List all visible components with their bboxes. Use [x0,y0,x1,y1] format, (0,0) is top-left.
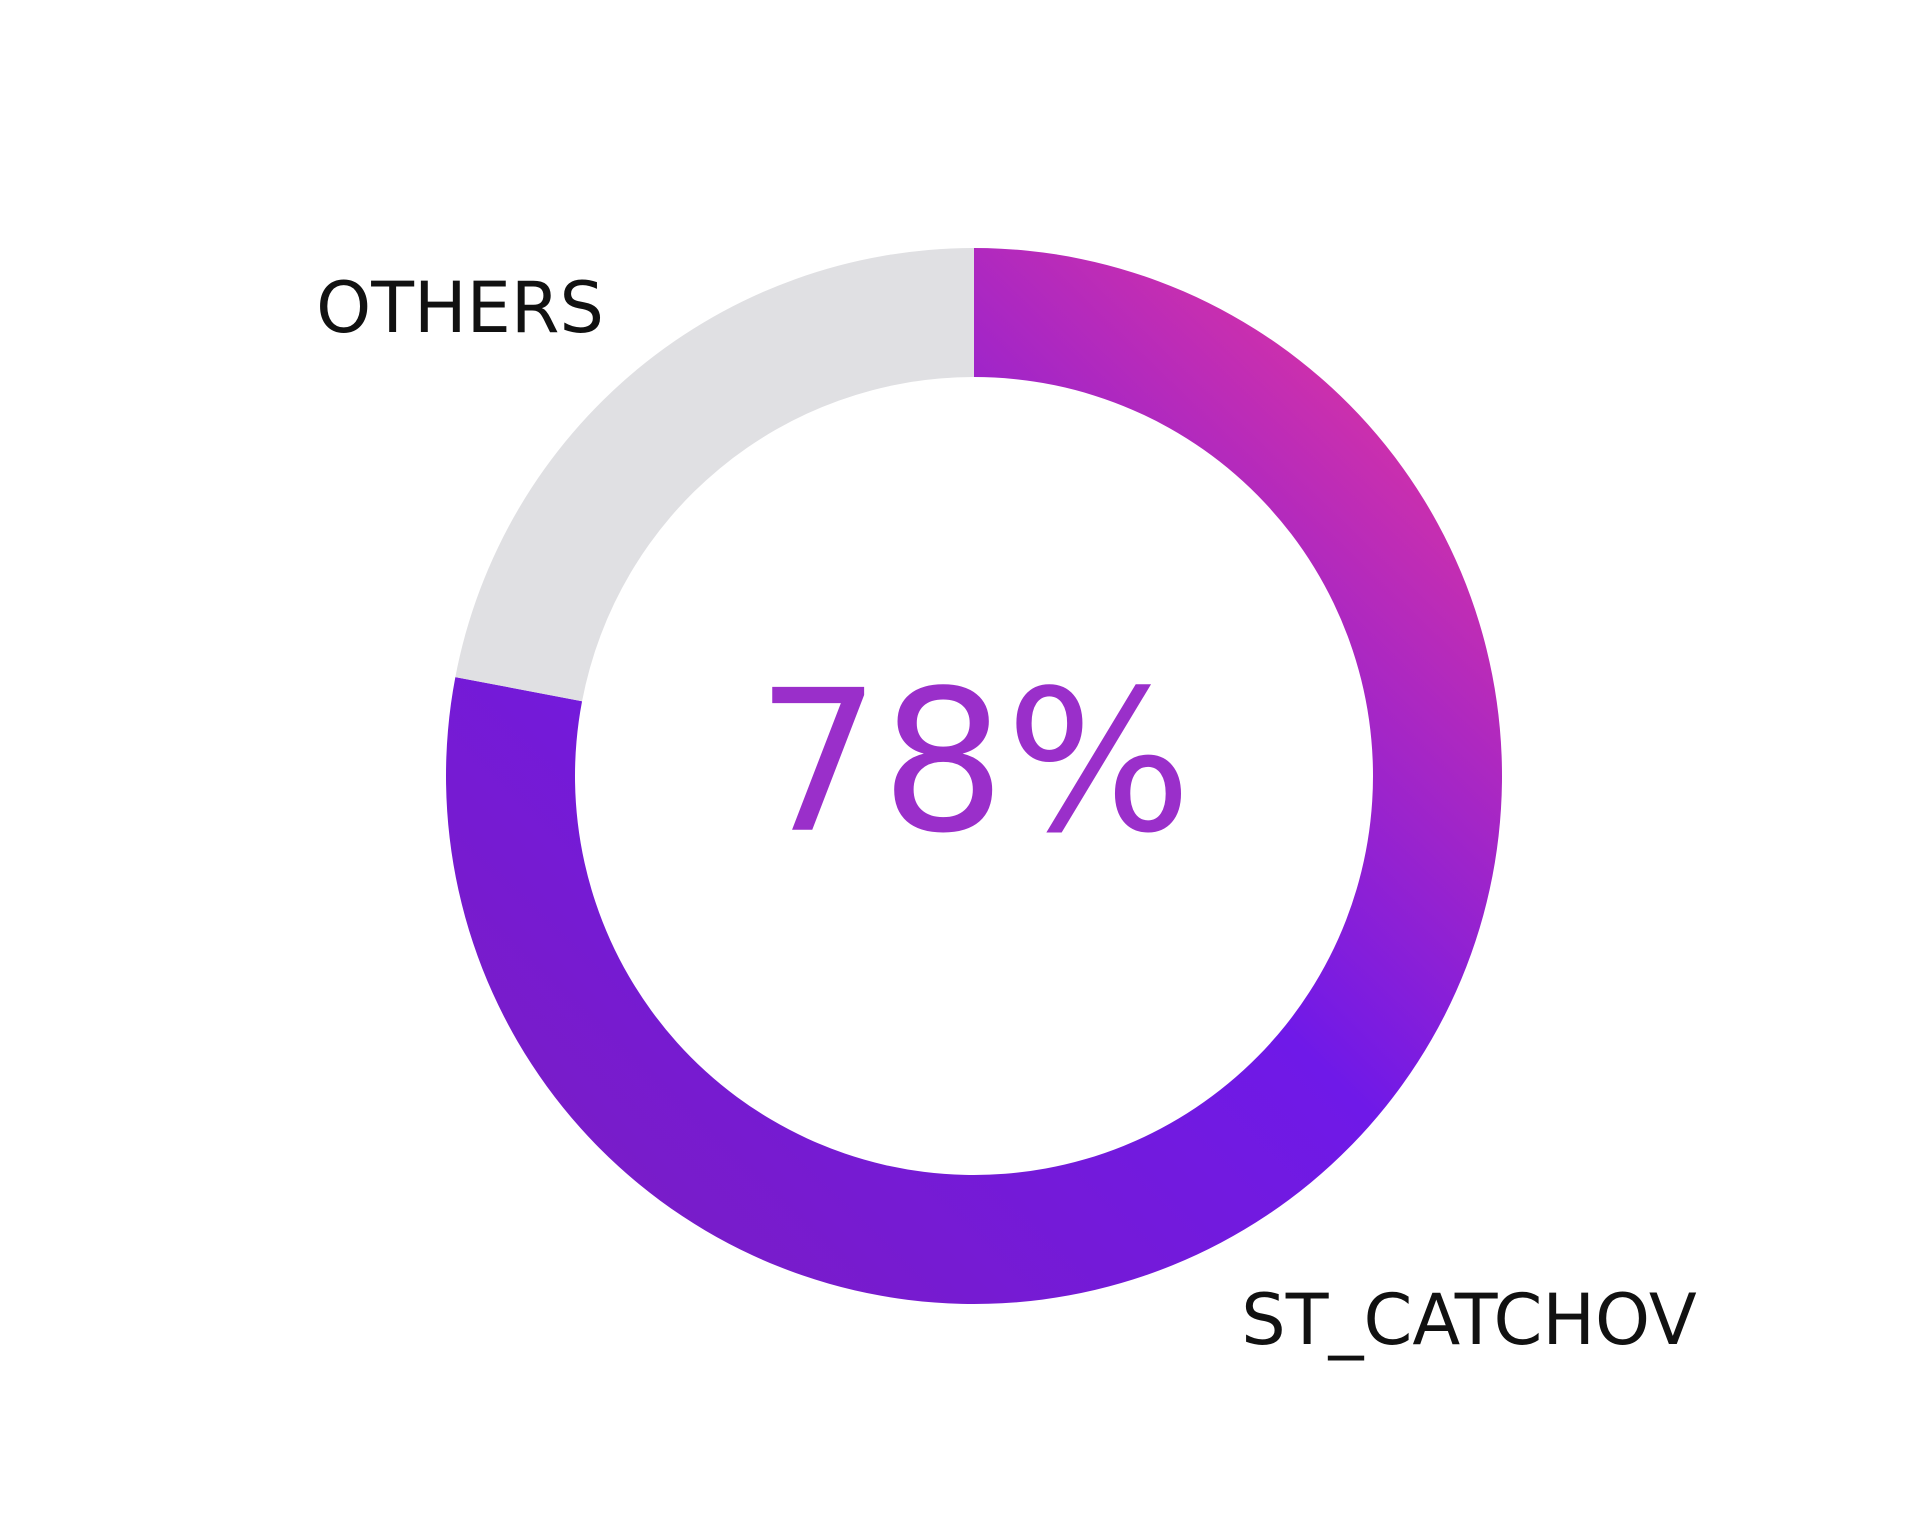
slice-label: ST_CATCHOV [1241,1279,1697,1361]
slice-label: OTHERS [316,267,604,349]
slice [455,248,975,702]
donut [445,248,1503,1304]
center-value-label: 78% [756,649,1192,877]
